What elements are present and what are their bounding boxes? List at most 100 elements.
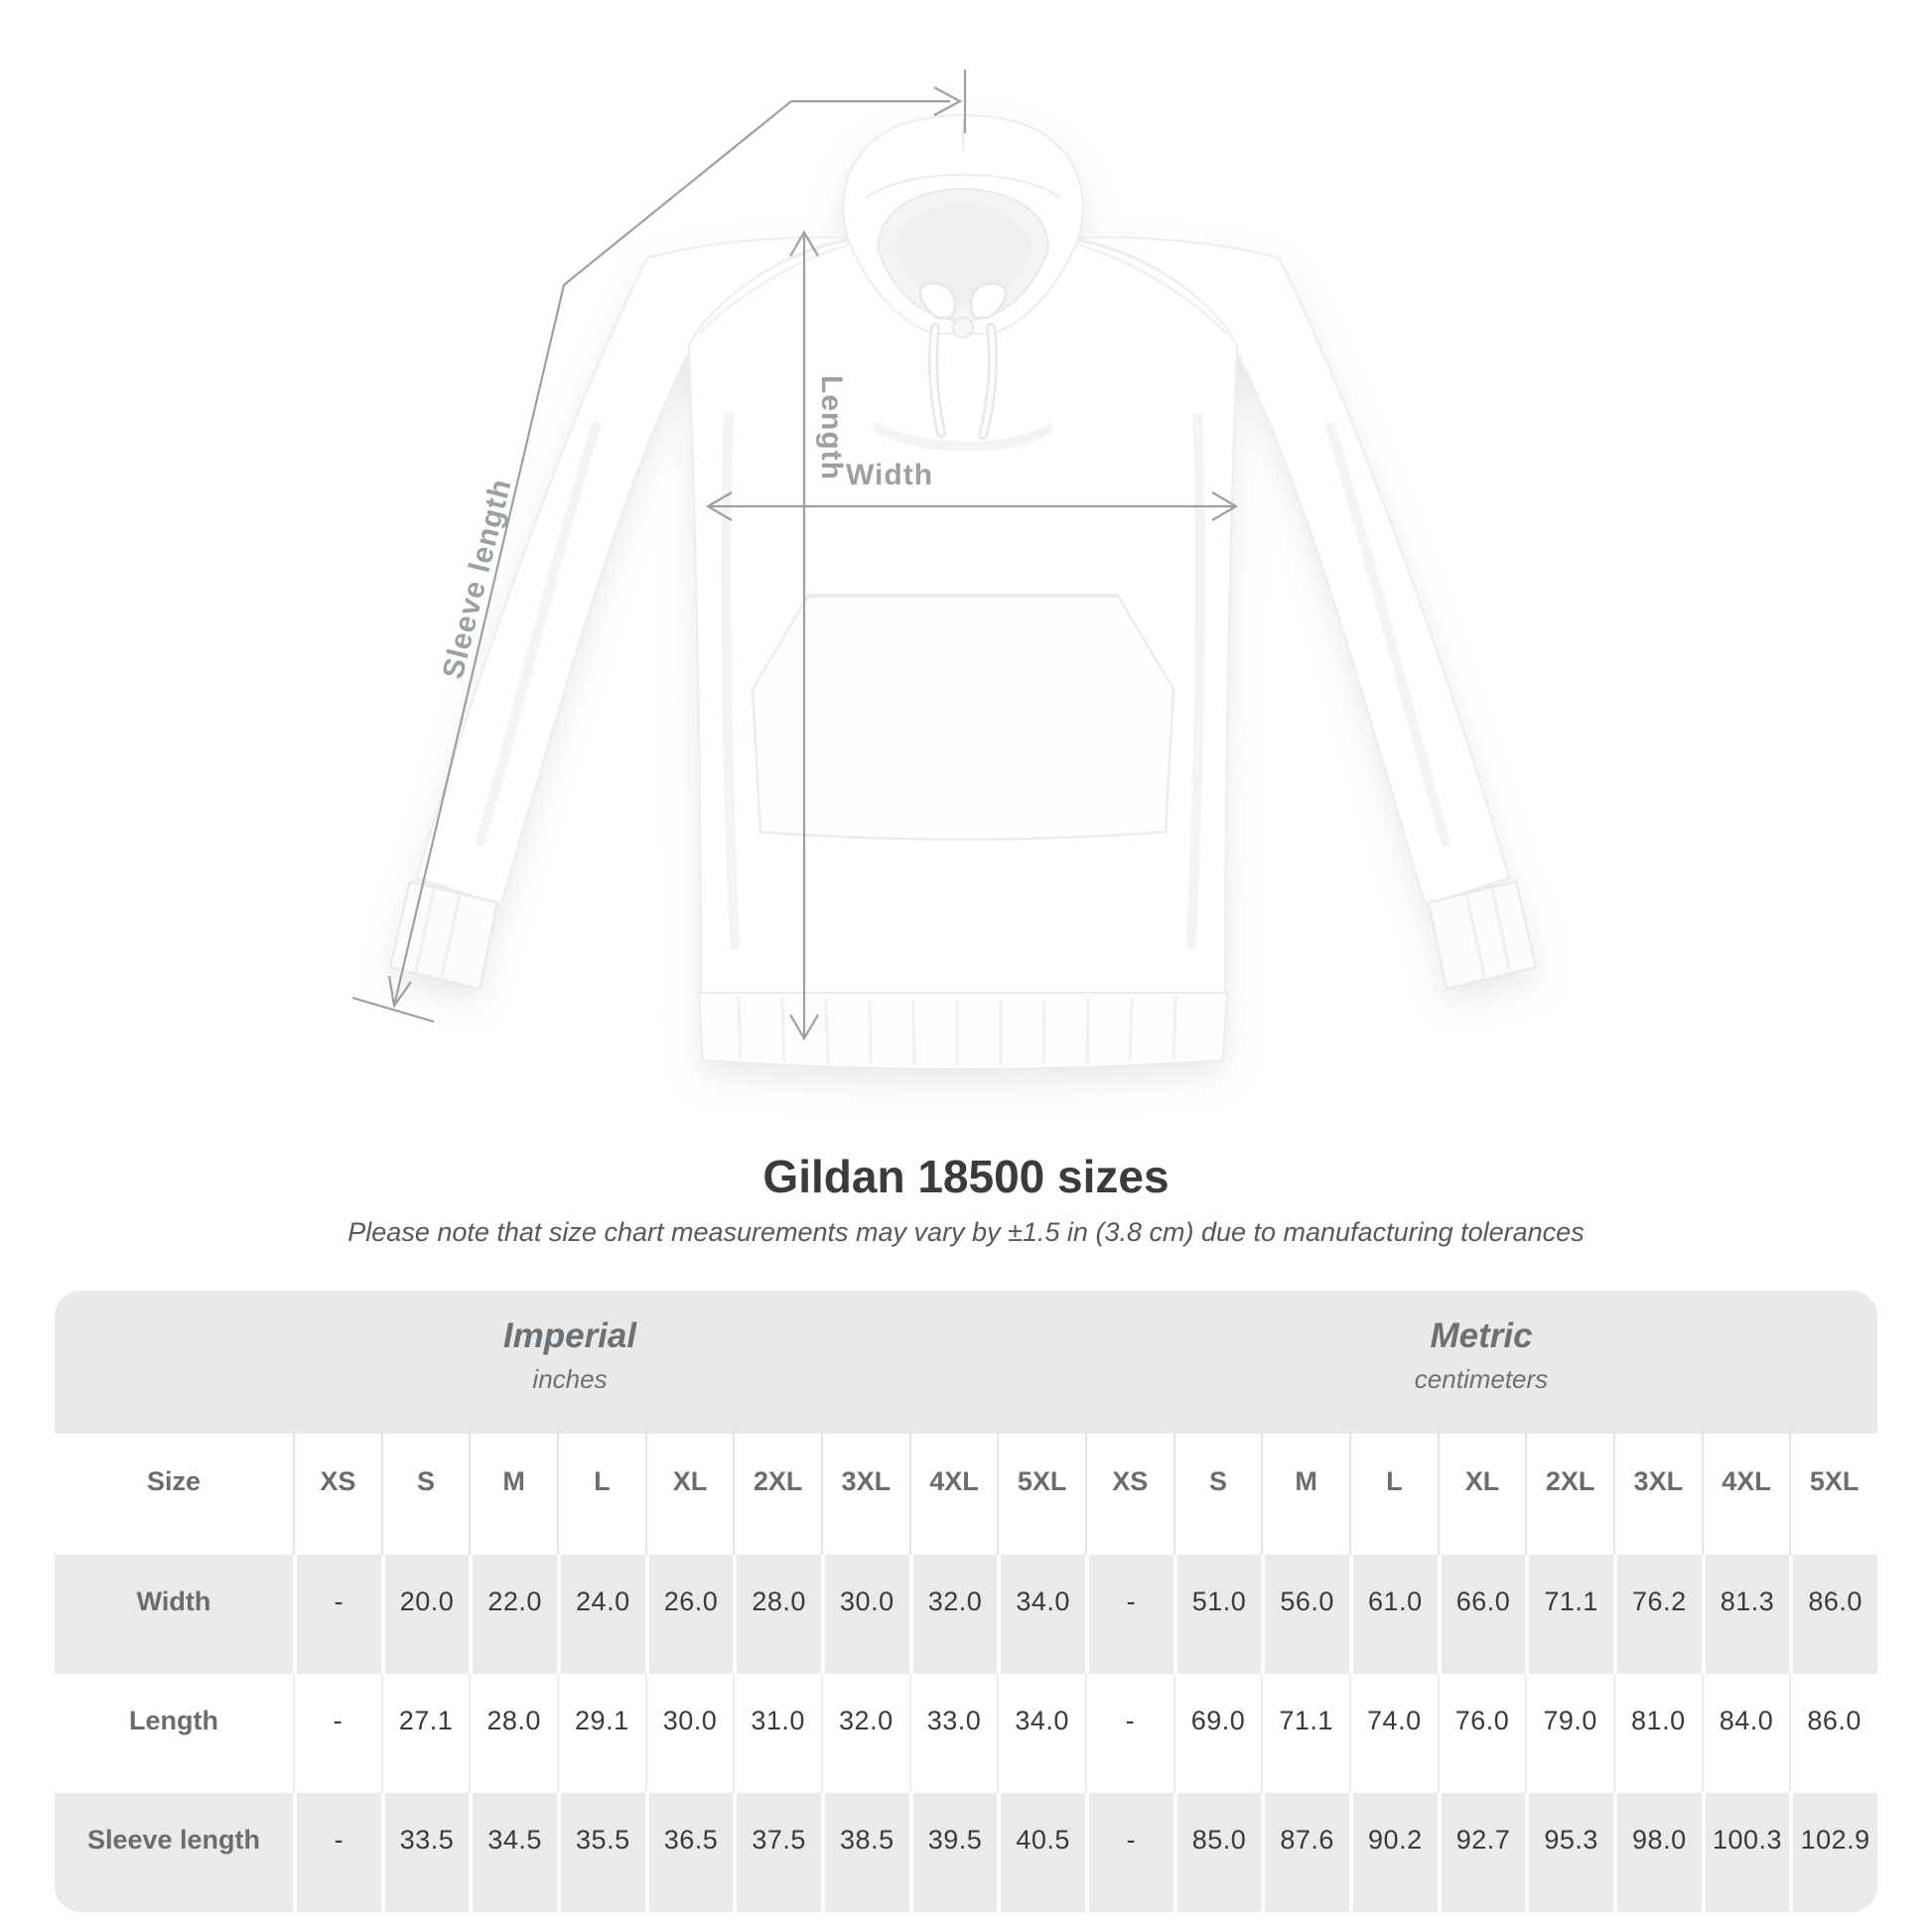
value-cell: 71.1 [1525,1555,1613,1674]
value-cell: 24.0 [556,1555,645,1674]
value-cell: 20.0 [380,1555,470,1674]
row-label-cell: Width [136,1586,211,1616]
size-col-header: 4XL [1701,1434,1790,1555]
value-cell: 28.0 [733,1555,821,1674]
metric-label: Metric [1430,1315,1533,1355]
value-cell: 79.0 [1525,1674,1613,1793]
value-cell: 71.1 [1261,1674,1349,1793]
value-cell: 30.0 [644,1674,734,1793]
value-cell: 36.5 [644,1793,734,1912]
value-cell: 26.0 [644,1555,734,1674]
value-cell: 40.5 [997,1793,1085,1912]
size-col-header: 2XL [733,1434,821,1555]
value-cell: 100.3 [1701,1793,1790,1912]
page-title: Gildan 18500 sizes [762,1151,1170,1202]
size-col-header: 2XL [1525,1434,1613,1555]
table-row-sleeve-length: Sleeve length - 33.5 34.5 35.5 36.5 37.5… [55,1793,1877,1912]
value-cell: 51.0 [1173,1555,1262,1674]
value-cell: 31.0 [733,1674,821,1793]
value-cell: - [1084,1674,1173,1793]
value-cell: 22.0 [469,1555,557,1674]
value-cell: - [293,1793,381,1912]
table-row-width: Width - 20.0 22.0 24.0 26.0 28.0 30.0 32… [55,1555,1877,1674]
value-cell: 39.5 [908,1793,998,1912]
value-cell: - [1084,1793,1173,1912]
measurement-lines [351,69,1239,1041]
value-cell: 81.0 [1612,1674,1702,1793]
value-cell: 95.3 [1525,1793,1613,1912]
value-cell: 35.5 [556,1793,645,1912]
width-arrowhead-left [705,491,733,521]
value-cell: 33.5 [380,1793,470,1912]
hoodie-measurement-diagram: Length Width Sleeve length [351,69,1538,1070]
row-label-cell: Sleeve length [86,1824,261,1855]
size-col-header: XL [1437,1434,1526,1555]
size-col-header: 3XL [820,1434,909,1555]
size-col-header: XS [1084,1434,1173,1555]
hoodie-illustration [351,69,1538,1070]
size-header-cell: Size [146,1465,202,1496]
value-cell: 74.0 [1348,1674,1438,1793]
value-cell: 56.0 [1261,1555,1349,1674]
sleeve-end-tick [351,996,435,1024]
size-header-row: Size XS S M L XL 2XL 3XL 4XL 5XL XS S M … [55,1434,1877,1555]
size-col-header: S [380,1434,470,1555]
value-cell: 27.1 [380,1674,470,1793]
width-measure-label: Width [846,459,934,491]
unit-header-band: Imperial inches Metric centimeters [55,1291,1877,1434]
value-cell: 32.0 [908,1555,998,1674]
value-cell: 84.0 [1701,1674,1790,1793]
value-cell: 33.0 [908,1674,998,1793]
value-cell: - [293,1674,381,1793]
value-cell: 30.0 [820,1555,909,1674]
value-cell: 32.0 [820,1674,909,1793]
value-cell: 86.0 [1789,1555,1877,1674]
value-cell: 98.0 [1612,1793,1702,1912]
value-cell: 66.0 [1437,1555,1526,1674]
value-cell: 34.0 [997,1555,1085,1674]
value-cell: 38.5 [820,1793,909,1912]
size-col-header: S [1173,1434,1262,1555]
width-arrowhead-right [1211,491,1239,521]
value-cell: 86.0 [1789,1674,1877,1793]
imperial-label: Imperial [502,1315,637,1355]
value-cell: 69.0 [1173,1674,1262,1793]
size-col-header: XL [644,1434,734,1555]
size-col-header: 5XL [1789,1434,1877,1555]
table-row-length: Length - 27.1 28.0 29.1 30.0 31.0 32.0 3… [55,1674,1877,1793]
size-table: Imperial inches Metric centimeters Size … [55,1291,1877,1912]
value-cell: 34.5 [469,1793,557,1912]
value-cell: 76.2 [1612,1555,1702,1674]
size-col-header: M [469,1434,557,1555]
size-col-header: L [556,1434,645,1555]
imperial-unit: inches [532,1363,608,1394]
metric-unit: centimeters [1414,1363,1549,1394]
size-col-header: 3XL [1612,1434,1702,1555]
size-col-header: 4XL [908,1434,998,1555]
value-cell: - [293,1555,381,1674]
value-cell: 28.0 [469,1674,557,1793]
tolerance-note: Please note that size chart measurements… [347,1217,1585,1247]
size-col-header: L [1348,1434,1438,1555]
hoodie-art [388,114,1538,1070]
value-cell: 92.7 [1437,1793,1526,1912]
value-cell: 90.2 [1348,1793,1438,1912]
value-cell: 37.5 [733,1793,821,1912]
value-cell: 34.0 [997,1674,1085,1793]
length-measure-label: Length [815,375,848,481]
value-cell: 29.1 [556,1674,645,1793]
sleeve-arrowhead-end [387,975,412,1009]
value-cell: 85.0 [1173,1793,1262,1912]
value-cell: - [1084,1555,1173,1674]
imperial-header: Imperial inches [55,1291,1085,1434]
value-cell: 87.6 [1261,1793,1349,1912]
row-label-cell: Length [129,1705,218,1735]
size-col-header: XS [293,1434,381,1555]
size-col-header: M [1261,1434,1349,1555]
sleeve-arrowhead-right [933,86,963,116]
metric-header: Metric centimeters [1085,1291,1877,1434]
value-cell: 102.9 [1789,1793,1877,1912]
sleeve-diagonal [392,100,792,1007]
length-arrowhead-top [789,229,819,257]
